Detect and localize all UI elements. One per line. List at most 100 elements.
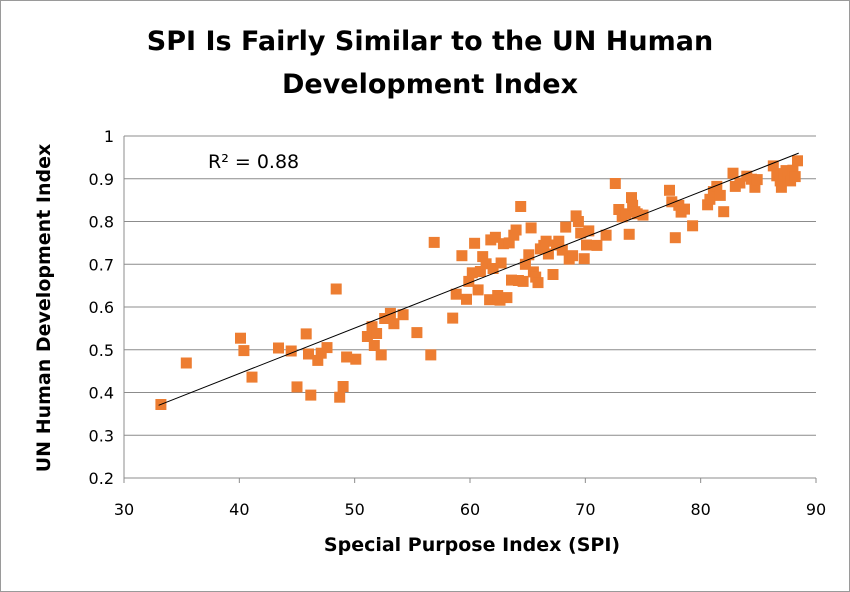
data-point [780, 165, 792, 177]
data-point [368, 340, 380, 351]
data-point [466, 267, 478, 279]
y-tick-label: 0.8 [89, 213, 114, 232]
data-point [487, 263, 499, 274]
data-point [285, 345, 297, 357]
data-point [495, 257, 507, 269]
y-tick-label: 0.2 [89, 469, 114, 488]
data-point [792, 155, 803, 167]
data-point [714, 189, 726, 201]
data-point [484, 294, 496, 306]
data-point [547, 269, 559, 280]
y-tick-label: 0.7 [89, 255, 114, 274]
data-point [570, 210, 582, 222]
data-point [321, 342, 333, 354]
y-tick-label: 0.9 [89, 170, 114, 189]
data-point [519, 258, 531, 270]
data-point [397, 309, 409, 321]
data-point [556, 244, 568, 256]
data-point [350, 353, 362, 365]
data-point [361, 331, 373, 342]
data-point [312, 354, 324, 366]
data-point [388, 318, 400, 330]
data-point [666, 196, 678, 208]
data-point [238, 345, 250, 357]
data-point [235, 332, 246, 344]
x-tick-label: 80 [690, 500, 710, 519]
data-point [591, 239, 603, 251]
data-point [751, 174, 763, 186]
data-point [371, 328, 383, 339]
r-squared-annotation: R² = 0.88 [208, 151, 299, 173]
y-tick-label: 1 [104, 127, 114, 146]
data-point [341, 351, 353, 363]
data-point [428, 236, 440, 248]
data-point [525, 222, 537, 234]
data-point [718, 206, 730, 218]
data-point [480, 258, 492, 270]
trendline-group [158, 152, 799, 406]
data-point [560, 221, 572, 233]
data-point [609, 178, 621, 189]
data-point [334, 391, 346, 403]
data-point [620, 208, 632, 220]
data-point [567, 250, 579, 262]
data-point [375, 349, 387, 361]
data-point [474, 266, 486, 277]
y-tick-label: 0.6 [89, 298, 114, 317]
data-point [789, 171, 801, 183]
data-point [330, 283, 342, 295]
data-point [631, 208, 643, 220]
y-tick-label: 0.4 [89, 384, 114, 403]
data-point [447, 312, 459, 324]
data-point [787, 164, 799, 176]
y-axis-label: UN Human Development Index [33, 143, 55, 473]
data-point [477, 251, 489, 263]
data-point [637, 209, 649, 221]
data-point [273, 342, 284, 354]
data-point [775, 181, 787, 193]
data-point [673, 199, 685, 211]
data-point [503, 237, 515, 249]
data-point [506, 274, 517, 286]
data-point [494, 294, 506, 306]
data-point [456, 250, 468, 262]
chart-title-line-2: Development Index [281, 69, 579, 100]
x-tick-label: 40 [229, 500, 249, 519]
data-point [767, 160, 779, 172]
y-axis-ticks: 0.2 0.3 0.4 0.5 0.6 0.7 0.8 0.9 1 [89, 127, 114, 488]
chart-title-line-1: SPI Is Fairly Similar to the UN Human [146, 26, 714, 57]
data-point [489, 231, 501, 243]
data-point [180, 357, 192, 369]
data-point [664, 184, 675, 196]
chart-title: SPI Is Fairly Similar to the UN Human De… [120, 20, 740, 106]
x-tick-label: 60 [460, 500, 480, 519]
data-point [337, 381, 349, 392]
data-point [745, 173, 757, 185]
data-point [542, 248, 554, 260]
data-point [626, 192, 637, 204]
trendline [158, 152, 799, 406]
data-point [384, 307, 396, 319]
data-point [315, 347, 327, 359]
data-point [687, 220, 699, 232]
data-point [578, 253, 590, 265]
data-point [497, 238, 509, 250]
data-point [749, 181, 761, 193]
x-axis-label: Special Purpose Index (SPI) [323, 534, 621, 556]
x-tick-label: 90 [806, 500, 826, 519]
data-point [515, 201, 527, 212]
data-point [532, 277, 544, 289]
data-point [472, 284, 484, 296]
data-point [572, 216, 584, 227]
data-point [774, 175, 786, 187]
data-point [540, 235, 552, 247]
data-point [600, 229, 612, 241]
data-point [379, 313, 391, 324]
data-point [501, 292, 513, 304]
x-tick-label: 30 [114, 500, 134, 519]
x-tick-label: 70 [575, 500, 595, 519]
data-point [553, 235, 565, 247]
data-point [734, 177, 746, 189]
